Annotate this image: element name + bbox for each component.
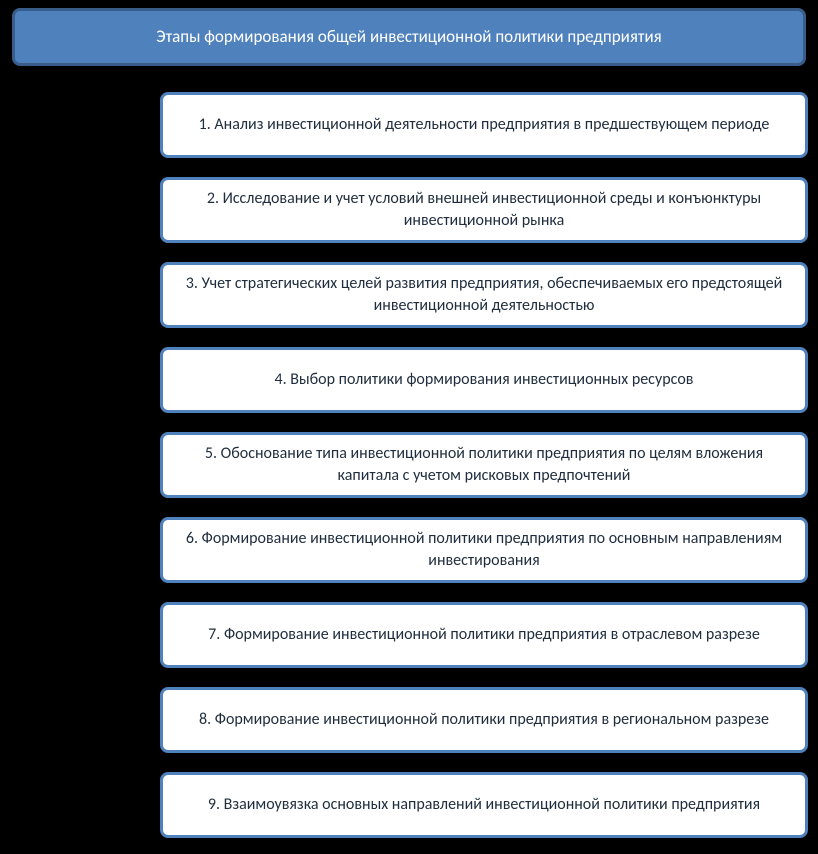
connector-branch bbox=[86, 549, 160, 551]
stage-label: 2. Исследование и учет условий внешней и… bbox=[181, 188, 787, 231]
stage-box: 3. Учет стратегических целей развития пр… bbox=[160, 262, 808, 328]
stage-label: 5. Обоснование типа инвестиционной полит… bbox=[181, 443, 787, 486]
stage-label: 7. Формирование инвестиционной политики … bbox=[208, 624, 760, 646]
connector-branch bbox=[86, 719, 160, 721]
stage-label: 3. Учет стратегических целей развития пр… bbox=[181, 273, 787, 316]
stage-box: 8. Формирование инвестиционной политики … bbox=[160, 687, 808, 753]
stage-box: 1. Анализ инвестиционной деятельности пр… bbox=[160, 92, 808, 158]
stage-label: 9. Взаимоувязка основных направлений инв… bbox=[208, 794, 760, 816]
connector-branch bbox=[86, 464, 160, 466]
diagram-root: Этапы формирования общей инвестиционной … bbox=[12, 8, 806, 66]
stage-label: 4. Выбор политики формирования инвестици… bbox=[275, 369, 694, 391]
stage-box: 6. Формирование инвестиционной политики … bbox=[160, 517, 808, 583]
stage-box: 5. Обоснование типа инвестиционной полит… bbox=[160, 432, 808, 498]
diagram-root-label: Этапы формирования общей инвестиционной … bbox=[156, 26, 661, 48]
connector-trunk bbox=[86, 66, 88, 805]
connector-branch bbox=[86, 294, 160, 296]
stage-box: 7. Формирование инвестиционной политики … bbox=[160, 602, 808, 668]
stage-box: 4. Выбор политики формирования инвестици… bbox=[160, 347, 808, 413]
connector-branch bbox=[86, 124, 160, 126]
connector-branch bbox=[86, 804, 160, 806]
stage-label: 6. Формирование инвестиционной политики … bbox=[181, 528, 787, 571]
stage-box: 2. Исследование и учет условий внешней и… bbox=[160, 177, 808, 243]
connector-branch bbox=[86, 379, 160, 381]
connector-branch bbox=[86, 634, 160, 636]
stage-label: 1. Анализ инвестиционной деятельности пр… bbox=[199, 114, 770, 136]
stage-label: 8. Формирование инвестиционной политики … bbox=[199, 709, 769, 731]
connector-branch bbox=[86, 209, 160, 211]
stage-box: 9. Взаимоувязка основных направлений инв… bbox=[160, 772, 808, 838]
